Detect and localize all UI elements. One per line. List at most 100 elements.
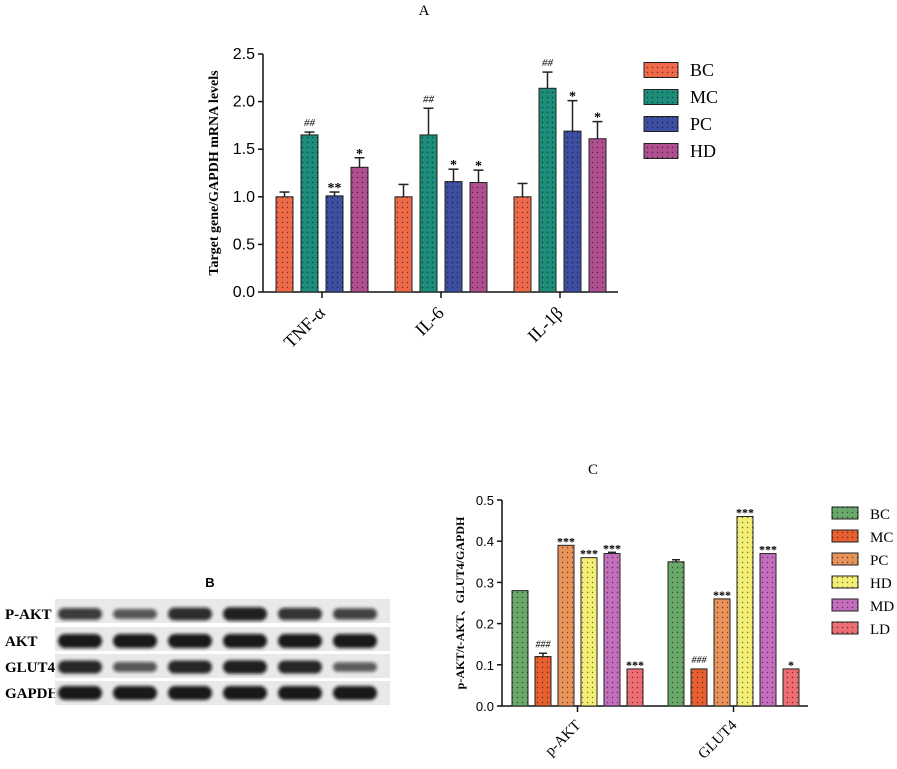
blot-band-akt-lane-1 <box>58 634 102 648</box>
significance-label-mc-il-6: ## <box>423 93 435 105</box>
bar-texture-mc-tnf <box>301 134 318 292</box>
significance-label-pc-glut4: *** <box>713 588 731 602</box>
blot-band-akt-lane-6 <box>333 634 377 648</box>
legend-swatch-texture-pc <box>832 553 858 565</box>
legend-label-pc: PC <box>870 553 888 569</box>
legend-label-hd: HD <box>690 141 716 161</box>
legend-label-bc: BC <box>690 60 714 80</box>
legend-label-md: MD <box>870 599 894 615</box>
panel-b-western-blot: B P-AKT AKT GLUT4 GAPDH <box>5 575 390 705</box>
bar-texture-hd-il-6 <box>470 182 487 292</box>
blot-band-akt-lane-3 <box>168 634 212 648</box>
significance-label-hd-p-akt: *** <box>580 547 598 561</box>
significance-label-hd-il-6: * <box>475 159 482 174</box>
legend-swatch-texture-bc <box>644 62 678 78</box>
bar-texture-bc-tnf <box>276 196 293 292</box>
legend-swatch-texture-bc <box>832 507 858 519</box>
chart-title: A <box>419 3 430 19</box>
x-tick-label-il-6: IL-6 <box>411 303 448 340</box>
x-tick-label-p-akt: p-AKT <box>542 718 584 760</box>
y-tick-label: 0.3 <box>476 575 494 590</box>
bar-texture-md-glut4 <box>760 553 776 706</box>
x-tick-label-glut4: GLUT4 <box>695 717 740 762</box>
significance-label-mc-il-1: ## <box>542 57 554 69</box>
y-tick-label: 2.5 <box>233 46 255 63</box>
significance-label-mc-p-akt: ### <box>536 639 552 650</box>
blot-band-akt-lane-5 <box>278 634 322 648</box>
significance-label-pc-p-akt: *** <box>557 534 575 548</box>
y-tick-label: 0.1 <box>476 658 494 673</box>
significance-label-ld-p-akt: *** <box>626 658 644 672</box>
bar-texture-mc-il-1 <box>539 88 556 292</box>
significance-label-hd-il-1: * <box>594 111 601 126</box>
legend-swatch-texture-mc <box>644 89 678 105</box>
bar-texture-mc-glut4 <box>691 668 707 706</box>
blot-band-glut4-lane-1 <box>58 660 102 674</box>
blot-band-glut4-lane-5 <box>278 660 322 674</box>
bar-texture-pc-glut4 <box>714 598 730 706</box>
significance-label-pc-il-6: * <box>450 158 457 173</box>
y-tick-label: 0.0 <box>476 699 494 714</box>
blot-band-gapdh-lane-6 <box>333 686 377 700</box>
blot-row-label-akt: AKT <box>5 634 38 650</box>
blot-band-p-akt-lane-1 <box>58 608 102 620</box>
y-axis-label: Target gene/GAPDH mRNA levels <box>207 70 222 276</box>
y-tick-label: 0.2 <box>476 617 494 632</box>
blot-band-glut4-lane-3 <box>168 660 212 674</box>
bar-texture-mc-p-akt <box>535 656 551 706</box>
legend-label-bc: BC <box>870 507 890 523</box>
blot-band-glut4-lane-6 <box>333 662 377 672</box>
bar-texture-bc-il-6 <box>395 196 412 292</box>
panel-a-chart: A 0.0 0.5 1.0 1.5 2.0 2.5 Target gene/GAPDH mRN… <box>207 3 718 352</box>
blot-band-p-akt-lane-4 <box>223 607 267 621</box>
legend-label-mc: MC <box>870 530 893 546</box>
bar-texture-hd-glut4 <box>737 516 753 706</box>
blot-band-p-akt-lane-5 <box>278 607 322 621</box>
bar-texture-bc-il-1 <box>514 196 531 292</box>
blot-row-label-gapdh: GAPDH <box>5 686 59 702</box>
y-tick-label: 1.0 <box>233 189 255 206</box>
legend-label-mc: MC <box>690 87 718 107</box>
blot-band-gapdh-lane-3 <box>168 686 212 700</box>
legend-label-ld: LD <box>870 622 890 638</box>
significance-label-mc-tnf: ## <box>304 117 316 129</box>
legend-swatch-texture-ld <box>832 622 858 634</box>
significance-label-hd-tnf: * <box>356 147 363 162</box>
bar-texture-ld-p-akt <box>627 668 643 706</box>
significance-label-hd-glut4: *** <box>736 505 754 519</box>
blot-band-gapdh-lane-1 <box>58 686 102 700</box>
blot-band-glut4-lane-4 <box>223 660 267 674</box>
blot-row-label-glut4: GLUT4 <box>5 660 56 676</box>
bar-texture-bc-p-akt <box>512 590 528 706</box>
significance-label-md-p-akt: *** <box>603 541 621 555</box>
bar-texture-ld-glut4 <box>783 668 799 706</box>
legend-label-pc: PC <box>690 114 712 134</box>
bar-texture-hd-il-1 <box>589 138 606 292</box>
bar-texture-pc-p-akt <box>558 545 574 706</box>
chart-title: C <box>588 462 598 478</box>
legend-label-hd: HD <box>870 576 892 592</box>
bar-texture-md-p-akt <box>604 553 620 706</box>
bar-texture-bc-glut4 <box>668 561 684 706</box>
significance-label-md-glut4: *** <box>759 543 777 557</box>
blot-band-akt-lane-4 <box>223 634 267 648</box>
blot-band-p-akt-lane-3 <box>168 607 212 621</box>
bar-texture-pc-tnf <box>326 195 343 292</box>
y-tick-label: 0.5 <box>476 493 494 508</box>
blot-title: B <box>205 575 214 590</box>
blot-band-gapdh-lane-5 <box>278 686 322 700</box>
y-tick-label: 0.4 <box>476 534 494 549</box>
legend-swatch-texture-mc <box>832 530 858 542</box>
significance-label-ld-glut4: * <box>788 658 794 672</box>
y-tick-label: 0.0 <box>233 284 255 301</box>
y-tick-label: 2.0 <box>233 94 255 111</box>
panel-c-chart: C 0.0 0.1 0.2 0.3 0.4 0.5 p-AKT/t-AKT、GLUT4/GAP… <box>453 462 894 762</box>
x-tick-label-tnf: TNF-α <box>280 302 329 351</box>
y-tick-label: 0.5 <box>233 236 255 253</box>
blot-band-p-akt-lane-6 <box>333 608 377 620</box>
blot-band-glut4-lane-2 <box>113 662 157 672</box>
bar-texture-pc-il-6 <box>445 181 462 292</box>
legend-swatch-texture-hd <box>832 576 858 588</box>
legend-swatch-texture-pc <box>644 116 678 132</box>
